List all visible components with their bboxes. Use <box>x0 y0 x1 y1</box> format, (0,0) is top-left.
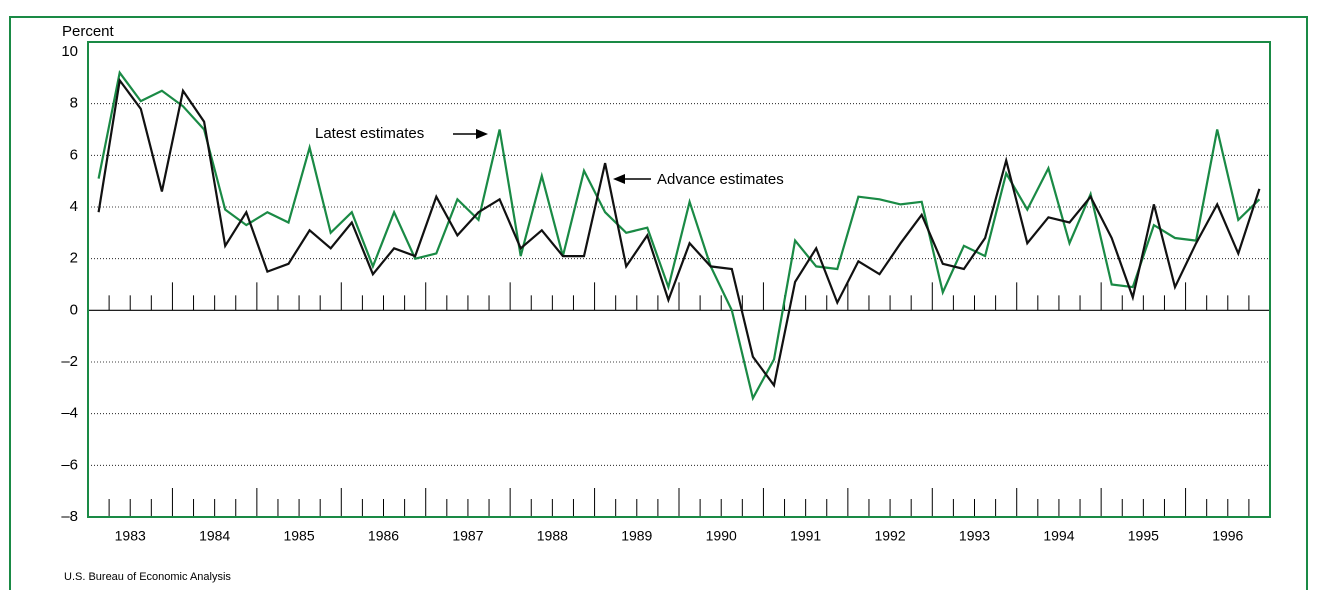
frame <box>9 16 1308 590</box>
x-tick-label: 1992 <box>874 528 905 544</box>
y-tick-label: 0 <box>70 301 78 318</box>
source: U.S. Bureau of Economic Analysis <box>64 571 231 583</box>
annotation: Advance estimates <box>657 171 784 188</box>
x-tick-label: 1986 <box>368 528 399 544</box>
annotation-arrow <box>476 129 488 139</box>
x-tick-label: 1995 <box>1128 528 1159 544</box>
annotation: Latest estimates <box>315 125 424 142</box>
x-tick-label: 1993 <box>959 528 990 544</box>
line-series <box>97 70 1261 402</box>
x-tick-label: 1984 <box>199 528 230 544</box>
y-tick-label: –8 <box>61 508 78 525</box>
line-series <box>97 77 1261 388</box>
x-tick-label: 1990 <box>706 528 737 544</box>
y-tick-label: 8 <box>70 95 78 112</box>
y-tick-label: 2 <box>70 250 78 267</box>
plot-frame <box>87 41 1271 518</box>
x-tick-label: 1991 <box>790 528 821 544</box>
y-tick-label: 4 <box>70 198 78 215</box>
y-axis-label: Percent <box>62 23 115 40</box>
x-tick-label: 1994 <box>1043 528 1074 544</box>
x-tick-label: 1996 <box>1212 528 1243 544</box>
x-tick-label: 1983 <box>115 528 146 544</box>
y-tick-label: 10 <box>61 43 78 60</box>
x-tick-label: 1987 <box>452 528 483 544</box>
y-tick-label: –2 <box>61 353 78 370</box>
x-tick-label: 1985 <box>283 528 314 544</box>
x-tick-label: 1989 <box>621 528 652 544</box>
y-tick-label: 6 <box>70 146 78 163</box>
y-tick-label: –6 <box>61 456 78 473</box>
x-tick-label: 1988 <box>537 528 568 544</box>
y-tick-label: –4 <box>61 405 78 422</box>
annotation-arrow <box>613 174 625 184</box>
